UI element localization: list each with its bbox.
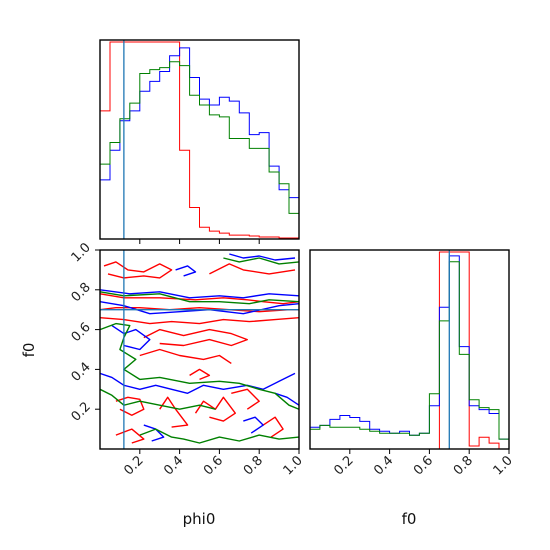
x-tick-label-f0-1: 0.4 <box>371 453 396 478</box>
contour-2-3 <box>100 388 216 410</box>
y-tick-label-f0-2: 0.6 <box>69 320 94 345</box>
panel-hist-phi0 <box>99 39 300 244</box>
contour-0-7 <box>189 368 211 381</box>
hist-f0-series <box>310 251 509 449</box>
panel-hist-f0: 0.2 0.4 0.6 0.8 1.0 <box>309 249 516 478</box>
contour-0-2 <box>100 293 299 305</box>
x-tick-label-f0-2: 0.6 <box>411 453 436 478</box>
contour-0-1 <box>209 263 296 275</box>
contour-2-1 <box>100 291 299 305</box>
panel-2d-phi0-f0: 0.2 0.4 0.6 0.8 1.0 0.2 0.4 0.6 0.8 1.0 <box>69 240 306 478</box>
x-tick-label-f0-3: 0.8 <box>451 453 476 478</box>
hist-phi0-frame <box>99 39 300 240</box>
contour-2-0 <box>223 257 299 265</box>
contour-0-13 <box>115 428 145 444</box>
contour-0-8 <box>115 396 145 416</box>
y-tick-label-f0-0: 0.2 <box>69 399 94 424</box>
contour-1-3 <box>100 301 299 315</box>
x-tick-label-phi0-4: 1.0 <box>281 453 306 478</box>
x-tick-label-phi0-3: 0.8 <box>241 453 266 478</box>
contour-0-5 <box>143 328 248 347</box>
hist-phi0-series-0 <box>100 41 299 239</box>
hist-phi0-series-2 <box>100 61 299 239</box>
y-tick-label-f0-3: 0.8 <box>69 280 94 305</box>
contour-2-2 <box>100 322 299 410</box>
x-tick-label-phi0-0: 0.2 <box>121 453 146 478</box>
x-tick-label-phi0-1: 0.4 <box>161 453 186 478</box>
y-tick-label-f0-1: 0.4 <box>69 360 94 385</box>
hist-f0-series-2 <box>310 261 509 449</box>
contour-1-0 <box>175 265 197 277</box>
contour-0-6 <box>139 348 232 364</box>
hist-f0-series-0 <box>310 251 509 449</box>
contour-1-2 <box>100 289 299 299</box>
contour-0-4 <box>100 317 299 325</box>
contour-series <box>100 253 299 444</box>
x-tick-label-f0-0: 0.2 <box>331 453 356 478</box>
x-axis-label-phi0: phi0 <box>183 510 216 528</box>
hist-f0-series-1 <box>310 255 509 449</box>
y-axis-label-f0: f0 <box>20 343 38 358</box>
hist-f0-frame <box>309 249 510 450</box>
contour-1-7 <box>243 416 264 434</box>
x-tick-label-f0-4: 1.0 <box>491 453 516 478</box>
hist-phi0-series <box>100 41 299 239</box>
contour-0-12 <box>262 416 284 438</box>
x-axis-label-f0: f0 <box>402 510 417 528</box>
contour-1-4 <box>111 325 151 351</box>
y-tick-label-f0-4: 1.0 <box>69 240 94 265</box>
contour-0-0 <box>103 261 173 279</box>
contour-1-6 <box>143 424 165 442</box>
2d-frame <box>99 249 300 450</box>
contour-0-9 <box>159 396 189 428</box>
contour-0-10 <box>194 396 236 422</box>
contour-1-8 <box>274 392 299 406</box>
x-tick-label-phi0-2: 0.6 <box>201 453 226 478</box>
contour-1-1 <box>229 253 296 261</box>
contour-2-4 <box>139 428 299 444</box>
contour-0-11 <box>231 388 260 410</box>
